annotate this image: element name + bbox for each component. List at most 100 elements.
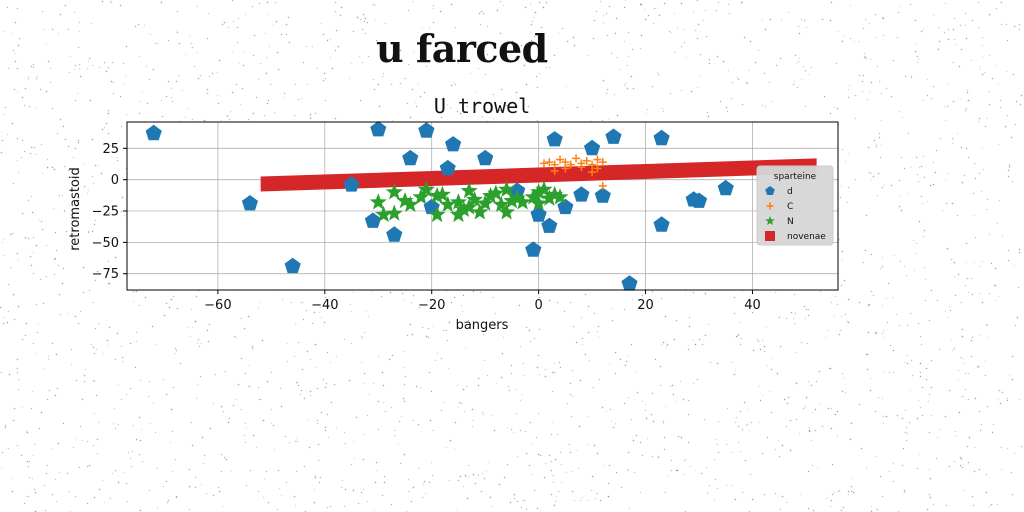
y-tick-label: −50 [92,236,119,251]
series-N-point [540,189,558,206]
legend-label-novenae: novenae [787,232,826,242]
y-tick-label: 0 [111,173,119,188]
legend-marker-C [766,202,774,210]
page-title: u farced [376,26,548,71]
series-N-point [460,182,478,199]
x-tick-label: −40 [311,298,338,313]
y-tick-label: −25 [92,205,119,220]
series-N-point [401,195,419,212]
y-axis-label: retromastoid [68,167,83,250]
series-N-point [396,192,414,209]
series-N-point [433,185,451,202]
series-d-point [690,192,708,208]
series-C-point [566,160,575,169]
series-C-point [561,164,570,173]
series-N-point [487,184,505,201]
series-C-point [539,159,548,168]
legend-label-d: d [787,187,793,197]
y-tick-label: −75 [92,267,119,282]
legend-marker-novenae [765,231,775,241]
series-d-point [653,216,670,232]
series-C-point [593,155,602,164]
series-N-point [482,187,500,204]
series-C-point [550,166,559,175]
series-d-point [605,128,622,144]
series-d-point [145,124,162,141]
series-d-point [439,159,456,176]
series-d-point [418,122,435,138]
series-C-point [598,181,607,190]
legend-title: sparteine [774,172,817,182]
series-d-point [364,212,381,228]
series-N-point [514,193,532,210]
series-d-point [557,198,574,215]
series-d-point [594,187,611,203]
legend-box [756,165,834,246]
series-d-point [546,131,563,147]
series-N-point [439,195,457,212]
series-C-point [593,164,602,173]
legend-label-N: N [787,217,794,227]
series-N-point [449,205,467,223]
series-N-point [428,205,446,223]
series-d-point [402,149,419,166]
series-N-point [551,188,569,205]
series-C-point [598,158,607,167]
series-C-point [545,158,554,167]
series-d-point [477,149,494,166]
series-N-point [492,195,510,212]
series-d-point [445,136,462,152]
series-N-point [508,189,526,206]
x-tick-label: −60 [204,298,231,313]
chart-title: U trowel [434,94,530,118]
series-d-point [573,186,590,202]
series-C-point [572,154,581,163]
legend-marker-d [765,186,775,195]
series-N-point [460,198,478,215]
series-d-point [370,121,387,137]
data-marks [145,121,817,291]
x-tick-label: −20 [418,298,445,313]
series-d-point [386,226,403,242]
series-N-point [385,183,403,200]
y-tick-label: 25 [102,142,119,157]
series-N-point [465,190,483,207]
series-N-point [524,188,542,205]
legend-label-C: C [787,202,793,212]
series-N-point [428,187,446,204]
series-d-point [541,217,558,233]
series-C-point [588,168,597,177]
series-N-point [375,205,393,223]
series-N-point [471,203,489,220]
series-N-point [385,204,403,221]
series-C-point [556,155,565,164]
series-N-point [476,194,494,211]
series-N-point [530,194,548,211]
series-d-point [584,139,601,156]
series-C-point [588,160,597,169]
series-d-point [343,176,360,192]
series-N-point [498,203,516,220]
x-tick-label: 0 [534,298,542,313]
series-N-point [417,180,435,197]
series-N-point [503,192,521,209]
series-N-point [546,185,564,202]
series-d-point [717,179,734,196]
novenae-band [260,158,817,192]
series-N-point [535,180,553,197]
series-N-point [412,188,430,205]
series-d-point [653,129,670,146]
series-C-point [577,163,586,172]
series-N-point [498,180,516,197]
series-C-point [582,156,591,165]
series-d-point [530,206,547,222]
legend-marker-N [765,216,775,225]
series-d-point [284,257,301,274]
x-tick-label: 40 [744,298,761,313]
axis-ticks: −60 −40 −20 0 20 40 25 0 −25 −50 −75 [92,142,761,313]
series-d-point [241,195,258,211]
plot-frame [126,121,839,291]
series-d-point [621,275,638,291]
